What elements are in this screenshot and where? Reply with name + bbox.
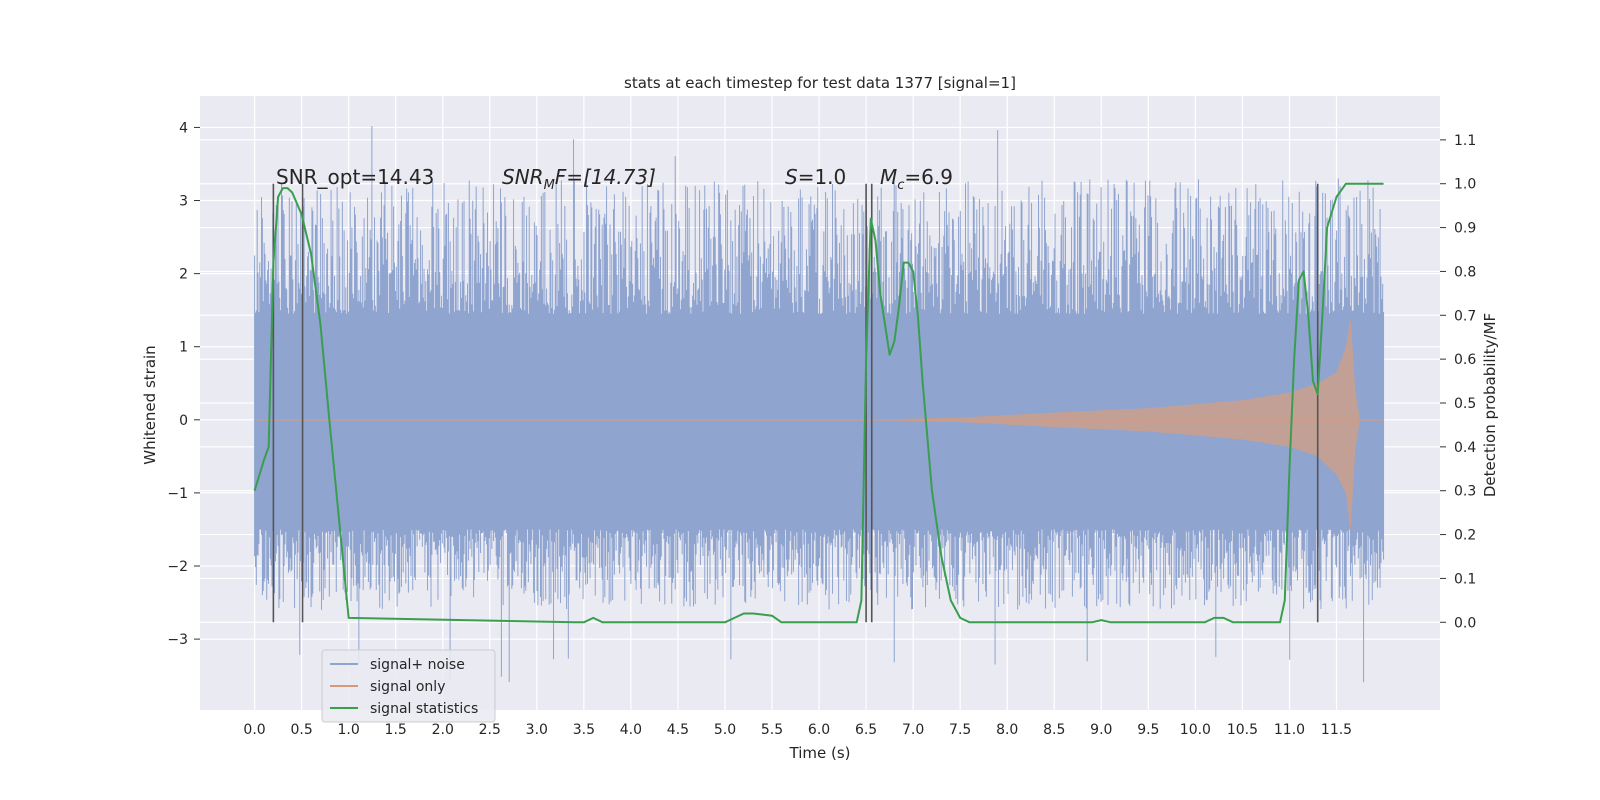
y-right-tick-label: 0.2: [1454, 528, 1476, 544]
annotation-snr-mf: SNRMF=[14.73]: [502, 165, 656, 193]
x-tick-label: 0.0: [243, 722, 265, 738]
y-right-tick-label: 1.1: [1454, 133, 1476, 149]
series-signal-only: [254, 317, 1384, 534]
y-tick-label: −3: [167, 632, 188, 648]
x-tick-label: 8.0: [996, 722, 1018, 738]
y-right-tick-label: 0.0: [1454, 615, 1476, 631]
annotation-snr-opt: SNR_opt=14.43: [276, 165, 434, 189]
signal-envelope: [254, 317, 1384, 534]
x-tick-label: 9.0: [1090, 722, 1112, 738]
y-right-tick-label: 0.7: [1454, 308, 1476, 324]
annotation-mc: Mc=6.9: [880, 165, 953, 193]
x-tick-label: 3.5: [573, 722, 595, 738]
y-tick-label: −1: [167, 486, 188, 502]
x-tick-label: 5.5: [761, 722, 783, 738]
x-tick-label: 4.5: [667, 722, 689, 738]
x-tick-label: 11.5: [1321, 722, 1352, 738]
chart-title: stats at each timestep for test data 137…: [624, 74, 1016, 92]
x-tick-label: 10.5: [1227, 722, 1258, 738]
x-axis-ticks: 0.0 0.5 1.0 1.5 2.0 2.5 3.0 3.5 4.0 4.5 5.0 5.5 6.0 6…: [243, 722, 1352, 738]
x-tick-label: 0.5: [290, 722, 312, 738]
legend-label-signal: signal only: [370, 679, 445, 695]
series-signal-statistics: [253, 182, 1384, 624]
y-right-axis-label: Detection probability/MF: [1481, 313, 1499, 497]
x-tick-label: 6.5: [855, 722, 877, 738]
annotation-mc-base: M: [880, 165, 897, 189]
annotation-s-italic: S: [785, 165, 798, 189]
annotation-mc-rest: =6.9: [904, 165, 953, 189]
x-tick-label: 1.0: [338, 722, 360, 738]
x-tick-label: 9.5: [1137, 722, 1159, 738]
y-tick-label: 1: [179, 340, 188, 356]
x-tick-label: 2.0: [432, 722, 454, 738]
stats-line: [253, 182, 1384, 624]
y-tick-label: 4: [179, 120, 188, 136]
annotation-s: S=1.0: [785, 165, 846, 189]
y-tick-label: −2: [167, 559, 188, 575]
legend: signal+ noise signal only signal statist…: [321, 649, 496, 723]
x-tick-label: 11.0: [1274, 722, 1305, 738]
y-axis-label: Whitened strain: [141, 345, 159, 464]
y-tick-label: 3: [179, 194, 188, 210]
y-axis-ticks: 4 3 2 1 0 −1 −2 −3: [167, 120, 200, 648]
y-right-tick-label: 0.8: [1454, 264, 1476, 280]
y-right-tick-label: 1.0: [1454, 177, 1476, 193]
x-tick-label: 7.0: [902, 722, 924, 738]
y-right-axis-ticks: 0.0 0.1 0.2 0.3 0.4 0.5 0.6 0.7 0.8 0.9 1.0 1.1: [1440, 133, 1476, 631]
x-axis-label: Time (s): [789, 744, 851, 762]
legend-box: [321, 649, 496, 723]
y-right-tick-label: 0.1: [1454, 571, 1476, 587]
x-tick-label: 4.0: [620, 722, 642, 738]
y-right-tick-label: 0.5: [1454, 396, 1476, 412]
x-tick-label: 8.5: [1043, 722, 1065, 738]
y-right-tick-label: 0.3: [1454, 484, 1476, 500]
legend-label-stats: signal statistics: [370, 701, 478, 717]
y-right-tick-label: 0.4: [1454, 440, 1476, 456]
x-tick-label: 6.0: [808, 722, 830, 738]
annotation-snr-mf-base: SNR: [502, 165, 544, 189]
noise-trace: [254, 126, 1385, 683]
x-tick-label: 5.0: [714, 722, 736, 738]
annotation-snr-mf-sub: M: [544, 178, 555, 193]
x-tick-label: 10.0: [1180, 722, 1211, 738]
x-tick-label: 7.5: [949, 722, 971, 738]
annotation-s-rest: =1.0: [798, 165, 847, 189]
x-tick-label: 3.0: [526, 722, 548, 738]
x-tick-label: 1.5: [385, 722, 407, 738]
x-tick-label: 2.5: [479, 722, 501, 738]
annotation-mc-sub: c: [897, 178, 904, 193]
y-right-tick-label: 0.6: [1454, 352, 1476, 368]
y-tick-label: 2: [179, 267, 188, 283]
annotation-snr-mf-rest: F=[14.73]: [555, 165, 656, 189]
legend-label-noise: signal+ noise: [370, 657, 465, 673]
y-tick-label: 0: [179, 413, 188, 429]
y-right-tick-label: 0.9: [1454, 221, 1476, 237]
